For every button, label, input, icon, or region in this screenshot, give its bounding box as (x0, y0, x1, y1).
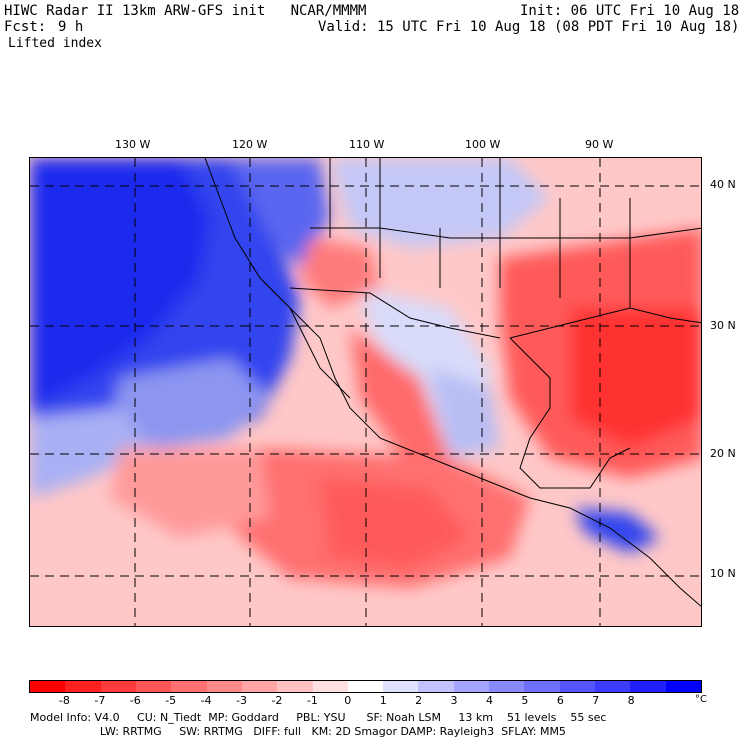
colorbar-segment (312, 681, 348, 692)
map-canvas (30, 158, 701, 626)
colorbar-tick-label: -7 (94, 694, 106, 707)
colorbar-tick-label: 2 (415, 694, 423, 707)
colorbar-segment (595, 681, 631, 692)
lon-label-100w: 100 W (465, 138, 501, 151)
colorbar-segment (524, 681, 560, 692)
lon-label-120w: 120 W (232, 138, 268, 151)
colorbar (29, 680, 702, 693)
colorbar-tick-label: -2 (271, 694, 283, 707)
colorbar-segment (630, 681, 666, 692)
colorbar-tick-label: -8 (58, 694, 70, 707)
colorbar-tick-label: 3 (450, 694, 458, 707)
colorbar-tick-label: 1 (379, 694, 387, 707)
colorbar-tick-label: -6 (129, 694, 141, 707)
field-name: Lifted index (8, 36, 102, 51)
colorbar-segment (241, 681, 278, 692)
colorbar-tick-label: -4 (200, 694, 212, 707)
colorbar-segment (65, 681, 101, 692)
colorbar-tick-label: 0 (344, 694, 352, 707)
product-title: HIWC Radar II 13km ARW-GFS init NCAR/MMM… (4, 3, 367, 19)
lon-label-130w: 130 W (115, 138, 151, 151)
colorbar-segment (418, 681, 454, 692)
colorbar-segment (489, 681, 525, 692)
stability-field (30, 158, 701, 588)
colorbar-tick-label: 4 (485, 694, 493, 707)
colorbar-tick-label: -5 (165, 694, 177, 707)
colorbar-segment (665, 681, 701, 692)
model-info-line2: LW: RRTMG SW: RRTMG DIFF: full KM: 2D Sm… (30, 725, 566, 738)
colorbar-segment (135, 681, 172, 692)
colorbar-tick-label: -1 (306, 694, 318, 707)
colorbar-segment (100, 681, 136, 692)
lat-label-40n: 40 N (710, 178, 736, 191)
colorbar-segment (383, 681, 419, 692)
colorbar-segment (277, 681, 313, 692)
colorbar-unit: °C (695, 694, 707, 705)
colorbar-tick-label: -3 (236, 694, 247, 707)
lat-label-10n: 10 N (710, 567, 736, 580)
graticule (30, 158, 701, 626)
lon-label-90w: 90 W (585, 138, 614, 151)
lifted-index-map (29, 157, 702, 627)
colorbar-tick-label: 8 (627, 694, 635, 707)
colorbar-tick-label: 6 (556, 694, 564, 707)
init-time: Init: 06 UTC Fri 10 Aug 18 (520, 3, 740, 19)
colorbar-tick-label: 7 (592, 694, 600, 707)
lat-label-30n: 30 N (710, 319, 736, 332)
colorbar-segment (559, 681, 595, 692)
colorbar-segment (171, 681, 207, 692)
colorbar-segment (206, 681, 242, 692)
colorbar-tick-label: 5 (521, 694, 529, 707)
coastlines (204, 158, 701, 607)
colorbar-segment (30, 681, 66, 692)
lon-label-110w: 110 W (349, 138, 385, 151)
forecast-hour: 9 h (58, 19, 84, 35)
forecast-label: Fcst: (4, 19, 47, 35)
colorbar-segment (347, 681, 384, 692)
model-info-line1: Model Info: V4.0 CU: N_Tiedt MP: Goddard… (30, 711, 607, 724)
lat-label-20n: 20 N (710, 447, 736, 460)
valid-time: Valid: 15 UTC Fri 10 Aug 18 (08 PDT Fri … (318, 19, 740, 35)
colorbar-segment (453, 681, 490, 692)
